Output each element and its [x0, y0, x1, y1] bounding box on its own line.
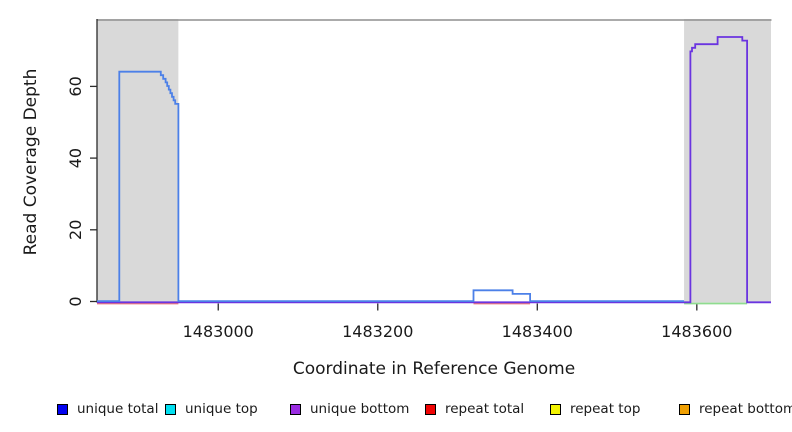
legend-item-unique-bottom: unique bottom — [290, 401, 409, 417]
legend-item-repeat-top: repeat top — [550, 401, 640, 417]
legend-item-repeat-total: repeat total — [425, 401, 524, 417]
legend-marker-repeat-total — [425, 403, 436, 415]
x-tick-label: 1483400 — [502, 322, 573, 341]
y-tick-label: 60 — [66, 76, 85, 96]
x-tick-label: 1483000 — [183, 322, 254, 341]
shaded-region — [684, 19, 771, 303]
legend-item-unique-top: unique top — [165, 401, 258, 417]
shaded-region — [97, 19, 179, 303]
series-unique-bottom — [97, 36, 771, 304]
legend-label-repeat-total: repeat total — [445, 401, 525, 417]
legend-label-unique-top: unique top — [185, 401, 258, 417]
x-axis-title: Coordinate in Reference Genome — [292, 359, 576, 379]
legend-item-unique-total: unique total — [57, 401, 158, 417]
series-unique-total — [97, 70, 685, 302]
y-tick-label: 20 — [66, 220, 85, 240]
legend-label-repeat-bottom: repeat bottom — [699, 401, 792, 417]
legend-label-repeat-top: repeat top — [570, 401, 641, 417]
legend-marker-unique-bottom — [290, 403, 301, 415]
legend-marker-repeat-bottom — [679, 403, 690, 415]
y-axis-title: Read Coverage Depth — [21, 68, 41, 256]
legend: unique total unique top unique bottom re… — [0, 399, 792, 423]
legend-label-unique-total: unique total — [77, 401, 159, 417]
legend-marker-repeat-top — [550, 403, 561, 415]
x-tick-label: 1483600 — [661, 322, 732, 341]
legend-label-unique-bottom: unique bottom — [310, 401, 410, 417]
y-tick-label: 40 — [66, 148, 85, 168]
x-tick-label: 1483200 — [342, 322, 413, 341]
legend-item-repeat-bottom: repeat bottom — [679, 401, 792, 417]
legend-marker-unique-top — [165, 403, 176, 415]
y-tick-label: 0 — [66, 296, 85, 306]
legend-marker-unique-total — [57, 403, 68, 415]
